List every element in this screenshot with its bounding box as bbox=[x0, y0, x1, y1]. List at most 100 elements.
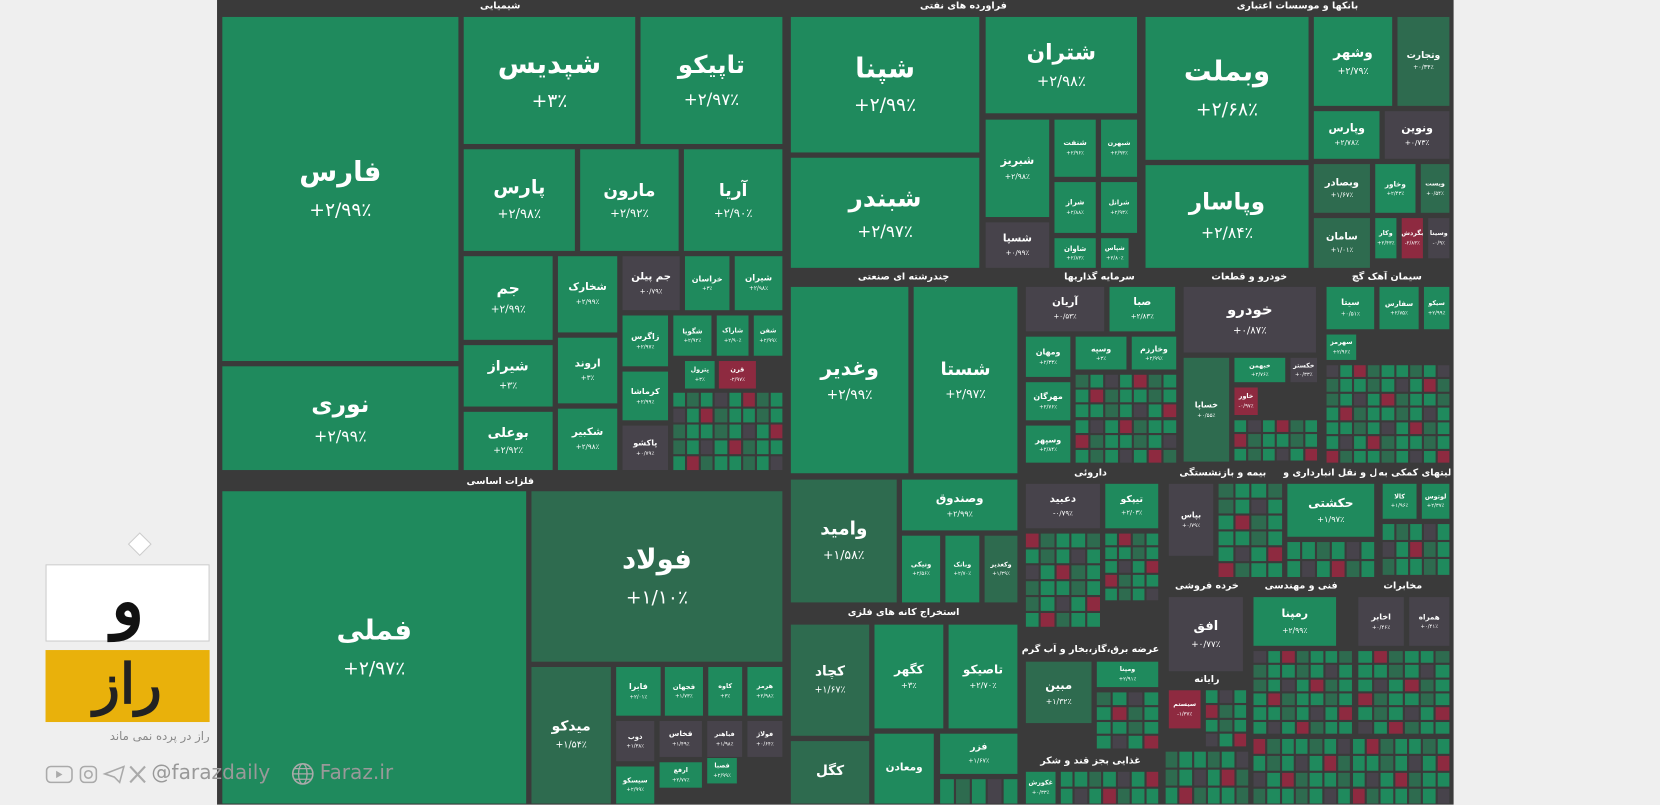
sector-header: چندرشته ای صنعتی bbox=[857, 272, 950, 283]
filler-cell bbox=[1395, 393, 1408, 406]
filler-cell bbox=[1340, 365, 1353, 378]
stock-name: فجهان bbox=[672, 682, 696, 692]
filler-cell bbox=[1409, 755, 1422, 771]
filler-cell bbox=[1104, 434, 1118, 448]
filler-cell bbox=[1326, 450, 1339, 463]
stock-change: +۱/۹۶٪ bbox=[1390, 502, 1409, 510]
sector-header: مخابرات bbox=[1383, 581, 1423, 592]
stock-name: شسپا bbox=[1002, 232, 1032, 245]
stock-change: +۲/۹۹٪ bbox=[490, 303, 526, 316]
stock-name: پترول bbox=[690, 366, 709, 374]
stock-change: -۰/۹۷٪ bbox=[1238, 402, 1254, 410]
stock-name: فولاژ bbox=[756, 730, 774, 739]
filler-cell bbox=[1119, 588, 1131, 601]
stock-tile: لوتوس +۲/۳۷٪ bbox=[1421, 483, 1450, 519]
stock-tile: فارس +۲/۹۹٪ bbox=[222, 16, 459, 362]
filler-cell bbox=[1340, 450, 1353, 463]
filler-cell bbox=[1131, 771, 1144, 787]
stock-change: +۲/۹۷٪ bbox=[683, 89, 740, 110]
filler-cell bbox=[1339, 665, 1352, 678]
filler-cell bbox=[1368, 365, 1380, 378]
stock-name: شرانل bbox=[1108, 199, 1130, 207]
filler-cell bbox=[1104, 374, 1118, 388]
filler-cell bbox=[1340, 379, 1353, 392]
filler-cell bbox=[728, 456, 741, 471]
stock-change: +۲/۹۸٪ bbox=[749, 286, 769, 293]
stock-change: +۰/۷۹٪ bbox=[1182, 522, 1200, 529]
filler-cell bbox=[1251, 515, 1266, 530]
filler-cell bbox=[1041, 597, 1055, 611]
stock-change: +۲/۹۸٪ bbox=[497, 206, 542, 222]
stock-name: غکورش bbox=[1028, 779, 1053, 787]
filler-cell bbox=[1331, 560, 1345, 577]
filler-cell bbox=[687, 424, 700, 439]
stock-name: خبهمن bbox=[1249, 361, 1271, 370]
filler-cell bbox=[1352, 738, 1365, 754]
filler-cell bbox=[1338, 772, 1351, 787]
filler-cell bbox=[1282, 651, 1295, 664]
filler-cell bbox=[1075, 434, 1089, 448]
filler-cell bbox=[1071, 549, 1085, 564]
filler-cell bbox=[715, 408, 727, 423]
stock-tile: سیتا +۰/۵۱٪ bbox=[1326, 286, 1375, 330]
stock-change: +۲/۷۵٪ bbox=[1390, 310, 1408, 317]
stock-change: +۳٪ bbox=[499, 380, 518, 392]
filler-cell bbox=[770, 456, 783, 471]
stock-name: قرن bbox=[730, 366, 745, 374]
stock-name: وسپهر bbox=[1035, 434, 1062, 445]
filler-cell bbox=[1165, 751, 1178, 768]
filler-cell bbox=[1404, 651, 1419, 664]
stock-name: همراه bbox=[1418, 612, 1440, 622]
filler-cell bbox=[1222, 751, 1235, 768]
filler-cell bbox=[1219, 733, 1232, 747]
filler-cell bbox=[1117, 788, 1130, 804]
filler-cell bbox=[1234, 448, 1247, 461]
filler-cell bbox=[1382, 436, 1394, 449]
filler-cell bbox=[1236, 787, 1249, 804]
filler-cell bbox=[1251, 499, 1266, 514]
stock-change: +۲/۷۹٪ bbox=[1337, 66, 1369, 77]
filler-cell bbox=[1132, 547, 1145, 559]
filler-cell bbox=[1296, 721, 1309, 734]
sector-header: داروئی bbox=[1074, 467, 1107, 479]
filler-cell bbox=[1394, 738, 1407, 754]
stock-change: +۲/۹۲٪ bbox=[493, 445, 524, 457]
stock-name: ومهان bbox=[1035, 347, 1061, 357]
stock-tile: همراه +۰/۴۱٪ bbox=[1409, 597, 1450, 646]
filler-cell bbox=[1395, 365, 1408, 378]
stock-change: +۱/۷۳٪ bbox=[675, 693, 693, 700]
stock-tile: شبندر +۲/۹۷٪ bbox=[790, 157, 980, 268]
filler-cell bbox=[940, 779, 954, 804]
filler-cell bbox=[728, 424, 741, 439]
filler-cell bbox=[1132, 533, 1145, 546]
filler-cell bbox=[1267, 665, 1281, 678]
stock-change: +۰/۷۷٪ bbox=[1191, 638, 1221, 650]
filler-cell bbox=[1128, 692, 1143, 705]
stock-tile: وکغدیر +۱/۳۹٪ bbox=[984, 535, 1018, 603]
logo-mark bbox=[127, 532, 152, 557]
filler-cell bbox=[1339, 693, 1352, 706]
filler-cell bbox=[1222, 787, 1235, 804]
filler-cell bbox=[1380, 738, 1393, 754]
filler-cell bbox=[1262, 448, 1275, 461]
filler-cell bbox=[1071, 565, 1085, 580]
stock-name: صبا bbox=[1133, 296, 1152, 309]
filler-cell bbox=[1146, 533, 1159, 546]
stock-name: خراسان bbox=[691, 273, 723, 284]
filler-cell bbox=[1324, 738, 1337, 754]
filler-cell bbox=[673, 440, 686, 455]
social-icons bbox=[45, 765, 146, 784]
stock-tile: پترول +۳٪ bbox=[684, 361, 715, 389]
filler-cell bbox=[770, 392, 783, 407]
filler-cell bbox=[1435, 679, 1450, 692]
filler-cell bbox=[1253, 738, 1266, 754]
filler-cell bbox=[1368, 407, 1380, 420]
filler-cell bbox=[1234, 690, 1247, 703]
stock-change: +۳٪ bbox=[694, 376, 705, 383]
stock-change: +۲/۷۸٪ bbox=[1334, 137, 1360, 148]
filler-cell bbox=[1437, 541, 1450, 558]
stock-tile: فزر +۱/۶۷٪ bbox=[940, 733, 1018, 774]
stock-change: -۲/۹۷٪ bbox=[729, 376, 745, 383]
filler-cell bbox=[1437, 365, 1450, 378]
stock-tile: مبین +۱/۳۲٪ bbox=[1025, 661, 1092, 724]
